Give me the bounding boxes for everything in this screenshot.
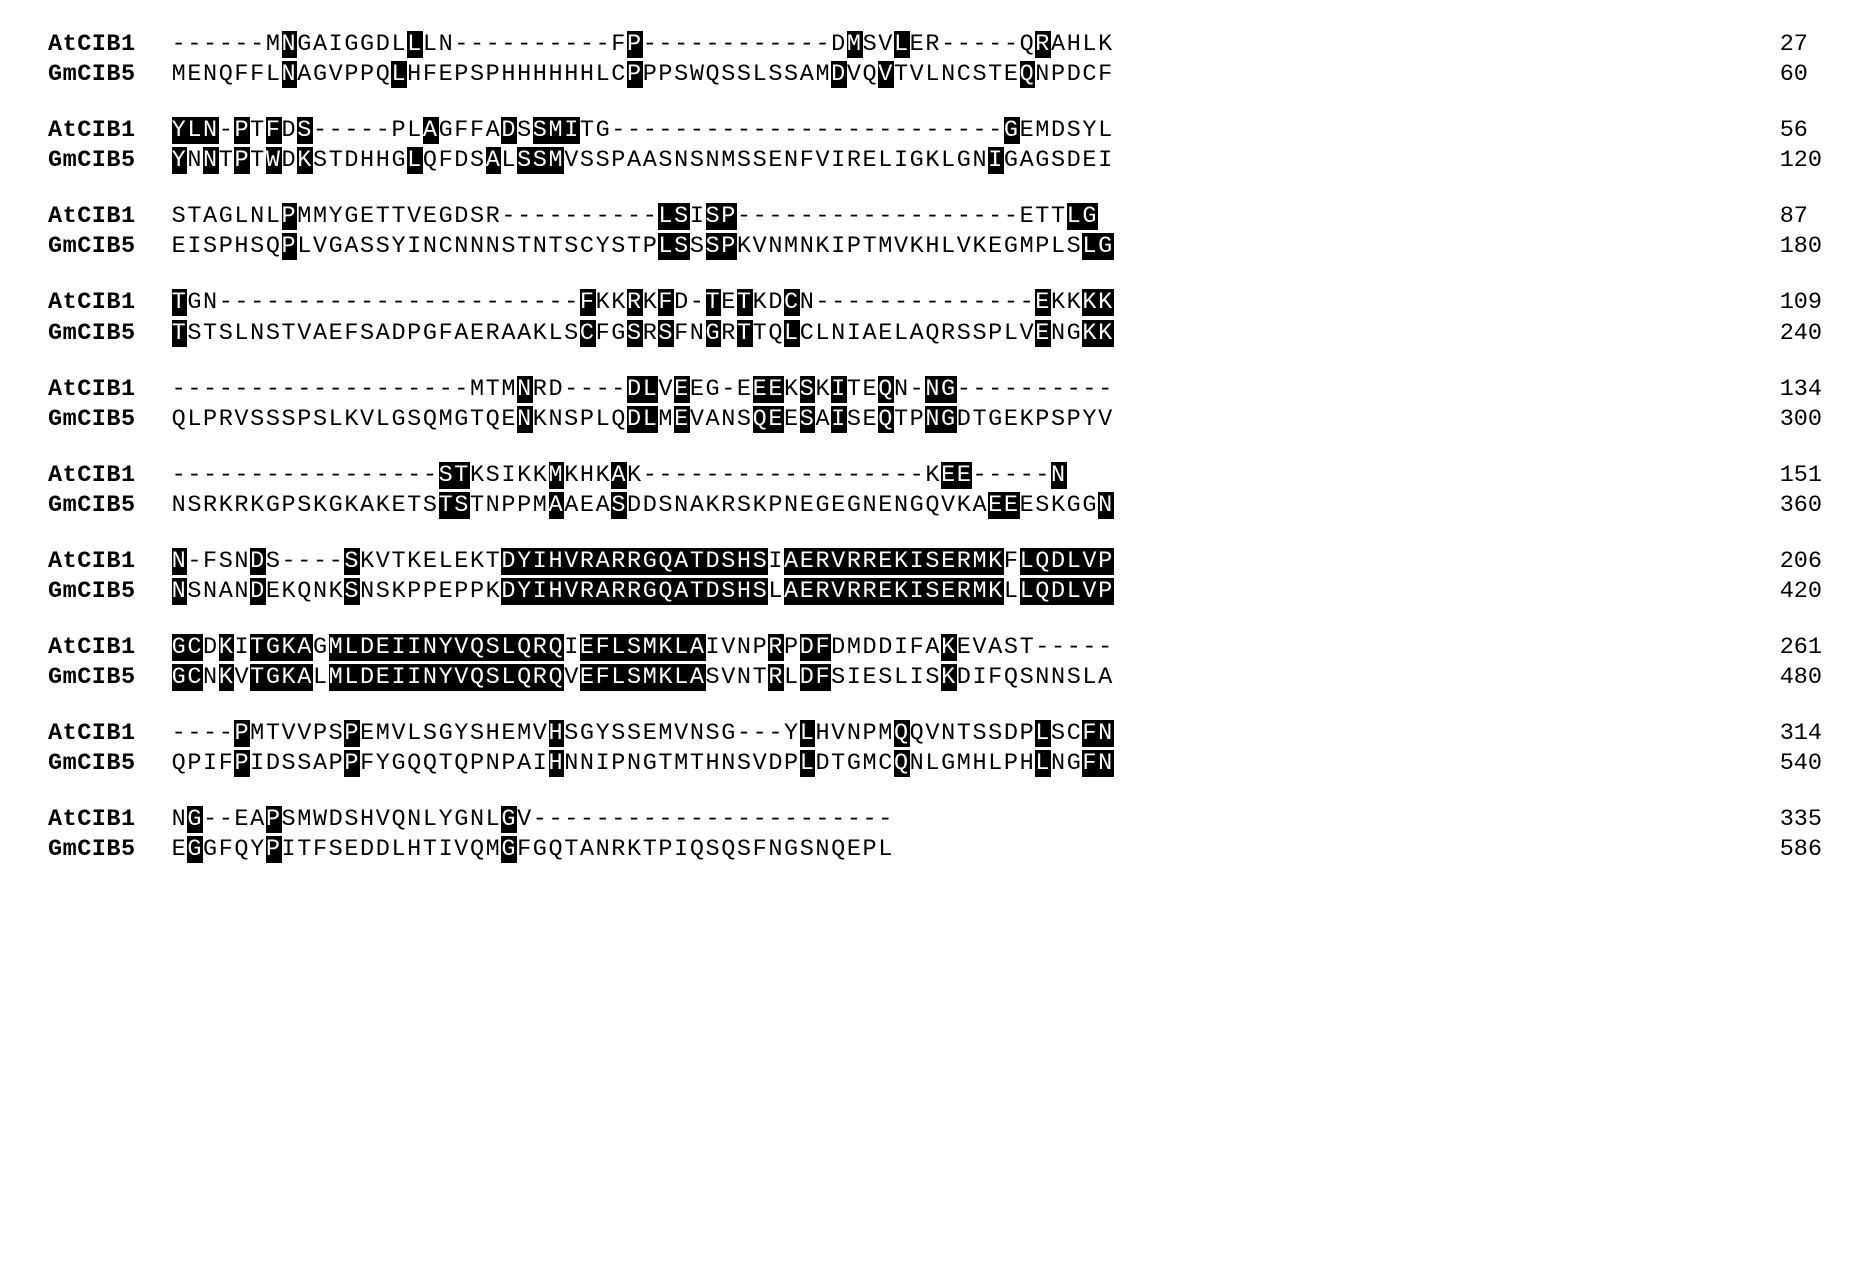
seq-end-position: 151 <box>1774 461 1822 491</box>
seq-residues: GCDKITGKAGMLDEIINYVQSLQRQIEFLSMKLAIVNPRP… <box>172 633 1738 663</box>
block-gap <box>48 607 1822 633</box>
seq-residues: N-FSNDS----SKVTKELEKTDYIHVRARRGQATDSHSIA… <box>172 547 1738 577</box>
seq-end-position: 27 <box>1774 30 1822 60</box>
seq-residues: NSNANDEKQNKSNSKPPEPPKDYIHVRARRGQATDSHSLA… <box>172 577 1738 607</box>
seq-label-GmCIB5: GmCIB5 <box>48 319 136 349</box>
seq-end-position: 420 <box>1774 577 1822 607</box>
seq-end-position: 300 <box>1774 405 1822 435</box>
block-gap <box>48 262 1822 288</box>
seq-residues: -------------------MTMNRD----DLVEEG-EEEK… <box>172 375 1738 405</box>
seq-label-GmCIB5: GmCIB5 <box>48 577 136 607</box>
seq-residues: ------MNGAIGGDLLLN----------FP----------… <box>172 30 1738 60</box>
seq-label-AtCIB1: AtCIB1 <box>48 202 136 232</box>
seq-residues: GCNKVTGKALMLDEIINYVQSLQRQVEFLSMKLASVNTRL… <box>172 663 1738 693</box>
seq-residues: NSRKRKGPSKGKAKETSTSTNPPMAAEASDDSNAKRSKPN… <box>172 491 1738 521</box>
seq-label-AtCIB1: AtCIB1 <box>48 288 136 318</box>
seq-label-AtCIB1: AtCIB1 <box>48 30 136 60</box>
seq-end-position: 261 <box>1774 633 1822 663</box>
seq-label-GmCIB5: GmCIB5 <box>48 405 136 435</box>
seq-label-AtCIB1: AtCIB1 <box>48 461 136 491</box>
block-gap <box>48 435 1822 461</box>
seq-residues: ----PMTVVPSPEMVLSGYSHEMVHSGYSSEMVNSG---Y… <box>172 719 1738 749</box>
seq-residues: STAGLNLPMMYGETTVEGDSR----------LSISP----… <box>172 202 1738 232</box>
block-gap <box>48 779 1822 805</box>
seq-label-AtCIB1: AtCIB1 <box>48 547 136 577</box>
block-gap <box>48 693 1822 719</box>
seq-end-position: 206 <box>1774 547 1822 577</box>
seq-residues: YLN-PTFDS-----PLAGFFADSSMITG------------… <box>172 116 1738 146</box>
seq-end-position: 180 <box>1774 232 1822 262</box>
seq-label-GmCIB5: GmCIB5 <box>48 146 136 176</box>
seq-label-GmCIB5: GmCIB5 <box>48 60 136 90</box>
block-gap <box>48 349 1822 375</box>
block-gap <box>48 176 1822 202</box>
seq-end-position: 120 <box>1774 146 1822 176</box>
seq-label-GmCIB5: GmCIB5 <box>48 663 136 693</box>
seq-end-position: 314 <box>1774 719 1822 749</box>
seq-end-position: 540 <box>1774 749 1822 779</box>
seq-label-GmCIB5: GmCIB5 <box>48 232 136 262</box>
seq-residues: TSTSLNSTVAEFSADPGFAERAAKLSCFGSRSFNGRTTQL… <box>172 319 1738 349</box>
seq-residues: QPIFPIDSSAPPFYGQQTQPNPAIHNNIPNGTMTHNSVDP… <box>172 749 1738 779</box>
seq-end-position: 360 <box>1774 491 1822 521</box>
seq-residues: EISPHSQPLVGASSYINCNNNSTNTSCYSTPLSSSPKVNM… <box>172 232 1738 262</box>
seq-label-AtCIB1: AtCIB1 <box>48 375 136 405</box>
seq-end-position: 240 <box>1774 319 1822 349</box>
seq-residues: NG--EAPSMWDSHVQNLYGNLGV-----------------… <box>172 805 1738 835</box>
seq-end-position: 480 <box>1774 663 1822 693</box>
seq-end-position: 586 <box>1774 835 1822 865</box>
seq-label-GmCIB5: GmCIB5 <box>48 749 136 779</box>
seq-label-GmCIB5: GmCIB5 <box>48 491 136 521</box>
seq-label-AtCIB1: AtCIB1 <box>48 633 136 663</box>
seq-label-AtCIB1: AtCIB1 <box>48 116 136 146</box>
seq-residues: EGGFQYPITFSEDDLHTIVQMGFGQTANRKTPIQSQSFNG… <box>172 835 1738 865</box>
seq-residues: -----------------STKSIKKMKHKAK----------… <box>172 461 1738 491</box>
seq-end-position: 335 <box>1774 805 1822 835</box>
seq-residues: YNNTPTWDKSTDHHGLQFDSALSSMVSSPAASNSNMSSEN… <box>172 146 1738 176</box>
block-gap <box>48 90 1822 116</box>
seq-residues: MENQFFLNAGVPPQLHFEPSPHHHHHHLCPPPSWQSSLSS… <box>172 60 1738 90</box>
sequence-alignment: AtCIB1 ------MNGAIGGDLLLN----------FP----… <box>48 30 1822 866</box>
seq-end-position: 56 <box>1774 116 1822 146</box>
block-gap <box>48 521 1822 547</box>
seq-end-position: 134 <box>1774 375 1822 405</box>
seq-end-position: 60 <box>1774 60 1822 90</box>
seq-residues: TGN-----------------------FKKRKFD-TETKDC… <box>172 288 1738 318</box>
seq-label-GmCIB5: GmCIB5 <box>48 835 136 865</box>
seq-label-AtCIB1: AtCIB1 <box>48 805 136 835</box>
seq-end-position: 109 <box>1774 288 1822 318</box>
seq-residues: QLPRVSSSPSLKVLGSQMGTQENKNSPLQDLMEVANSQEE… <box>172 405 1738 435</box>
seq-label-AtCIB1: AtCIB1 <box>48 719 136 749</box>
seq-end-position: 87 <box>1774 202 1822 232</box>
